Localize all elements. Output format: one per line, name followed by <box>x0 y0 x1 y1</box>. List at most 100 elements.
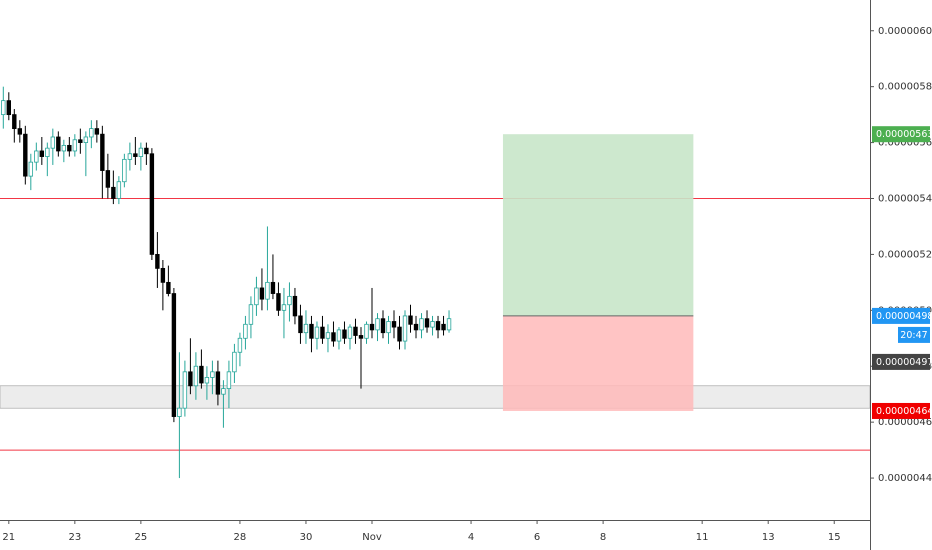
x-tick-label: 8 <box>600 532 606 543</box>
candle-body <box>424 318 430 328</box>
candle-body <box>314 326 320 339</box>
candle-body <box>226 371 232 390</box>
candle-body <box>259 287 265 300</box>
candle-body <box>133 153 138 157</box>
candle-body <box>39 150 45 157</box>
price-badge-label: 0.00000497 <box>876 357 932 368</box>
candle-body <box>243 323 248 339</box>
candle-body <box>270 281 276 294</box>
x-tick-label: 21 <box>2 532 15 543</box>
x-tick-label: 23 <box>68 532 81 543</box>
candle-body <box>72 139 78 152</box>
price-badge-label: 0.00000464 <box>876 406 932 417</box>
x-tick-label: 4 <box>468 532 474 543</box>
candle-body <box>199 365 204 384</box>
candle-body <box>441 323 446 331</box>
candle-body <box>127 153 133 160</box>
candle-body <box>298 315 303 334</box>
target-box <box>502 134 694 316</box>
candle-body <box>34 150 39 163</box>
support-zone <box>0 385 871 409</box>
candle-body <box>193 365 199 387</box>
x-tick-label: Nov <box>362 532 382 543</box>
candle-body <box>177 407 182 417</box>
countdown-label: 20:47 <box>900 330 927 341</box>
candle-body <box>265 281 270 300</box>
x-tick-label: 6 <box>534 532 540 543</box>
price-badge <box>872 307 930 324</box>
candle-body <box>347 326 353 339</box>
candle-body <box>430 321 435 328</box>
candle-body <box>331 332 336 342</box>
candle-body <box>254 287 259 306</box>
candle-body <box>369 323 375 331</box>
candle-body <box>446 318 452 331</box>
price-badge <box>872 126 930 143</box>
x-tick-label: 15 <box>828 532 841 543</box>
candle-body <box>166 281 171 294</box>
candle-body <box>358 335 364 339</box>
candle-body <box>138 147 144 157</box>
candle-body <box>309 323 314 339</box>
plot-area <box>0 86 871 479</box>
candle-body <box>56 136 61 152</box>
price-badge <box>872 353 930 370</box>
candle-body <box>221 388 226 395</box>
candle-body <box>67 144 72 152</box>
y-tick-label: 0.00000440 <box>878 473 932 484</box>
candle-body <box>12 114 17 130</box>
candle-body <box>303 323 309 334</box>
candle-body <box>188 371 193 387</box>
candle-body <box>232 351 237 373</box>
candle-body <box>45 147 50 157</box>
price-badge-label: 0.00000563 <box>876 129 932 140</box>
candle-body <box>408 315 413 325</box>
candle-body <box>1 100 6 116</box>
candle-body <box>435 321 441 331</box>
x-tick-label: 13 <box>762 532 775 543</box>
candle-body <box>325 332 331 339</box>
candle-body <box>276 293 281 311</box>
candle-body <box>50 136 56 149</box>
candle-body <box>287 295 292 306</box>
candle-body <box>237 337 243 353</box>
candle-body <box>364 323 369 339</box>
x-tick-label: 30 <box>300 532 313 543</box>
candle-body <box>402 315 408 342</box>
candle-body <box>100 133 105 171</box>
candle-body <box>342 329 347 339</box>
candle-body <box>111 186 116 199</box>
candle-body <box>391 321 397 328</box>
candle-body <box>78 139 83 143</box>
price-badge-label: 0.00000498 <box>876 311 932 322</box>
x-tick-label: 25 <box>135 532 148 543</box>
candle-body <box>413 323 419 331</box>
price-badge <box>872 402 930 419</box>
candle-body <box>248 304 254 325</box>
candle-body <box>61 144 67 152</box>
candle-body <box>397 326 402 342</box>
candle-body <box>419 318 424 331</box>
candle-body <box>116 181 122 199</box>
candle-body <box>144 147 149 155</box>
x-tick-label: 28 <box>234 532 247 543</box>
candle-body <box>182 371 188 409</box>
candle-body <box>375 318 380 331</box>
candle-body <box>353 326 358 336</box>
candle-body <box>171 293 177 417</box>
candle-body <box>281 304 287 311</box>
candle-body <box>28 161 34 177</box>
stop-box <box>502 315 694 411</box>
candle-body <box>6 100 12 116</box>
countdown-badge <box>898 326 930 343</box>
candle-body <box>380 318 386 334</box>
candle-body <box>155 254 160 269</box>
